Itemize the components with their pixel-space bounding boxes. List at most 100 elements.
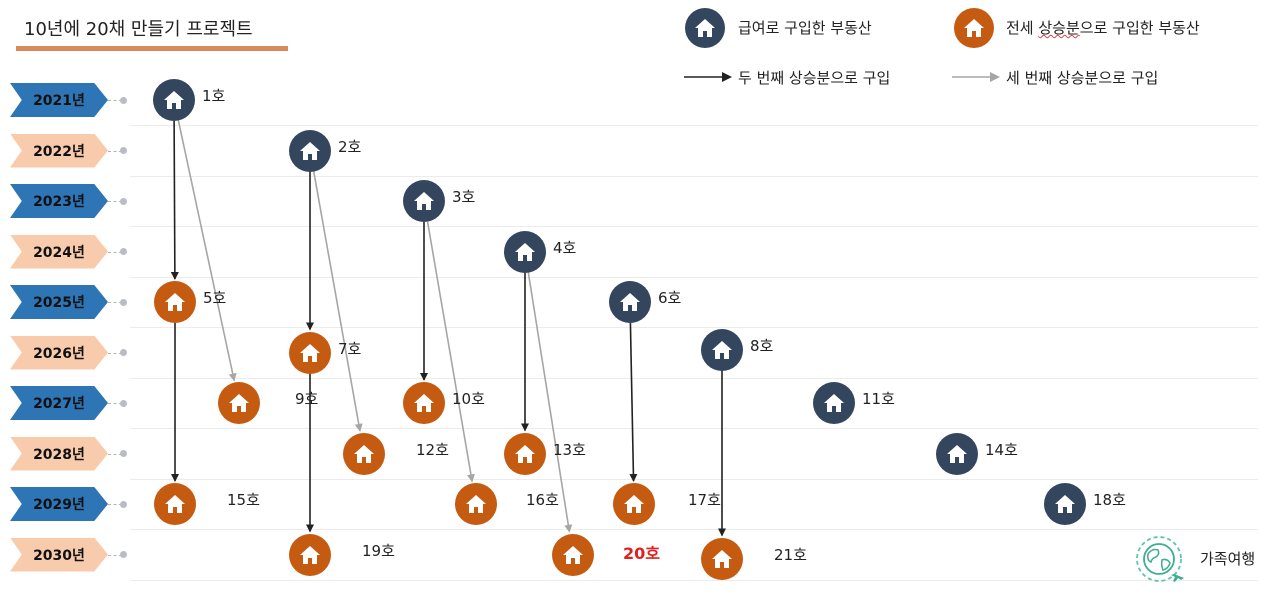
house-label: 17호: [688, 491, 721, 509]
year-tab-dot: [120, 399, 127, 407]
year-tab-connector: [108, 352, 122, 354]
row-separator: [130, 377, 1258, 379]
house-icon: [712, 340, 732, 359]
jeonse-house-node: [701, 537, 743, 580]
legend-jeonse-prefix: 전세: [1006, 19, 1039, 37]
year-tab-connector: [108, 504, 122, 505]
jeonse-house-node: [218, 382, 260, 424]
year-tab: 2023년: [10, 184, 108, 218]
house-icon: [229, 394, 249, 412]
jeonse-house-node: [403, 382, 445, 424]
salary-house-node: [1044, 483, 1086, 525]
year-tab: 2025년: [10, 285, 108, 319]
house-label: 11호: [862, 390, 895, 408]
house-label: 8호: [750, 336, 774, 355]
year-tab-connector: [108, 554, 122, 556]
row-separator: [130, 579, 1258, 581]
row-separator: [130, 327, 1258, 328]
house-label: 7호: [338, 339, 362, 358]
year-tab-dot: [120, 551, 127, 558]
salary-house-node: [701, 328, 743, 371]
house-label: 2호: [338, 137, 362, 156]
house-icon: [712, 549, 732, 568]
house-icon: [165, 495, 185, 513]
year-tab-dot: [120, 500, 127, 508]
house-label: 15호: [227, 491, 260, 509]
house-label: 1호: [202, 87, 226, 105]
year-tab: 2027년: [10, 386, 108, 420]
legend-salary-label: 급여로 구입한 부동산: [738, 19, 872, 37]
family-trip-label: 가족여행: [1200, 550, 1256, 568]
house-label: 4호: [553, 238, 577, 257]
year-tab-connector: [108, 150, 122, 152]
year-tab-dot: [120, 248, 127, 255]
year-tab-connector: [108, 201, 122, 202]
year-tab-dot: [120, 147, 127, 154]
house-label: 13호: [553, 440, 586, 459]
legend-third-arrow-label: 세 번째 상승분으로 구입: [1006, 69, 1159, 87]
year-tab-dot: [120, 96, 127, 104]
salary-house-node: [936, 432, 978, 475]
row-separator: [130, 428, 1258, 429]
year-tab-connector: [108, 251, 122, 253]
row-separator: [130, 529, 1258, 530]
legend-second-arrow-icon: [684, 72, 732, 82]
third-purchase-arrow: [312, 171, 363, 432]
year-tab: 2021년: [10, 83, 108, 117]
third-purchase-arrow: [527, 272, 573, 533]
house-label: 19호: [362, 541, 395, 560]
second-purchase-arrow: [170, 120, 179, 281]
salary-house-node: [153, 79, 195, 121]
year-tab: 2028년: [10, 436, 108, 471]
house-label: 6호: [658, 289, 682, 307]
house-icon: [1055, 495, 1075, 513]
legend-second-arrow-label: 두 번째 상승분으로 구입: [738, 69, 891, 87]
house-icon: [414, 394, 434, 412]
globe-plane-icon: [1136, 536, 1184, 582]
house-label: 18호: [1093, 491, 1126, 509]
house-icon: [300, 343, 320, 362]
year-tab-dot: [120, 349, 127, 356]
legend-jeonse-suffix: 으로 구입한 부동산: [1079, 19, 1200, 37]
house-icon: [414, 192, 434, 210]
year-tab-connector: [108, 403, 122, 404]
salary-house-node: [504, 230, 546, 273]
jeonse-house-node: [504, 432, 546, 475]
house-icon: [515, 444, 535, 463]
jeonse-house-node: [343, 432, 385, 475]
jeonse-house-node: [455, 483, 497, 525]
house-icon: [164, 91, 184, 109]
jeonse-house-node: [154, 483, 196, 525]
title-underline: [16, 46, 288, 51]
row-separator: [130, 175, 1258, 177]
house-label: 21호: [774, 545, 807, 564]
house-icon: [354, 444, 374, 463]
house-icon: [300, 545, 320, 564]
row-separator: [130, 226, 1258, 227]
legend-salary-house-icon: [685, 8, 725, 48]
salary-house-node: [289, 129, 331, 172]
house-label: 14호: [985, 440, 1018, 459]
house-icon: [563, 545, 583, 564]
year-tab-connector: [108, 100, 122, 101]
house-label: 20호: [623, 543, 660, 563]
house-label: 3호: [452, 188, 476, 206]
year-tab: 2022년: [10, 133, 108, 168]
year-tab-dot: [120, 450, 127, 457]
house-icon: [620, 293, 640, 311]
house-icon: [515, 242, 535, 261]
jeonse-house-node: [289, 331, 331, 374]
house-icon: [165, 293, 185, 311]
salary-house-node: [813, 382, 855, 424]
house-label: 12호: [416, 440, 449, 459]
legend-jeonse-house-icon: [954, 8, 994, 48]
jeonse-house-node: [289, 533, 331, 576]
salary-house-node: [403, 180, 445, 222]
house-label: 9호: [295, 390, 319, 408]
house-label: 16호: [526, 491, 559, 509]
jeonse-house-node: [552, 533, 594, 576]
second-purchase-arrow: [629, 322, 638, 483]
jeonse-house-node: [154, 281, 196, 323]
legend-third-arrow-icon: [952, 72, 1000, 82]
year-tab: 2030년: [10, 537, 108, 572]
